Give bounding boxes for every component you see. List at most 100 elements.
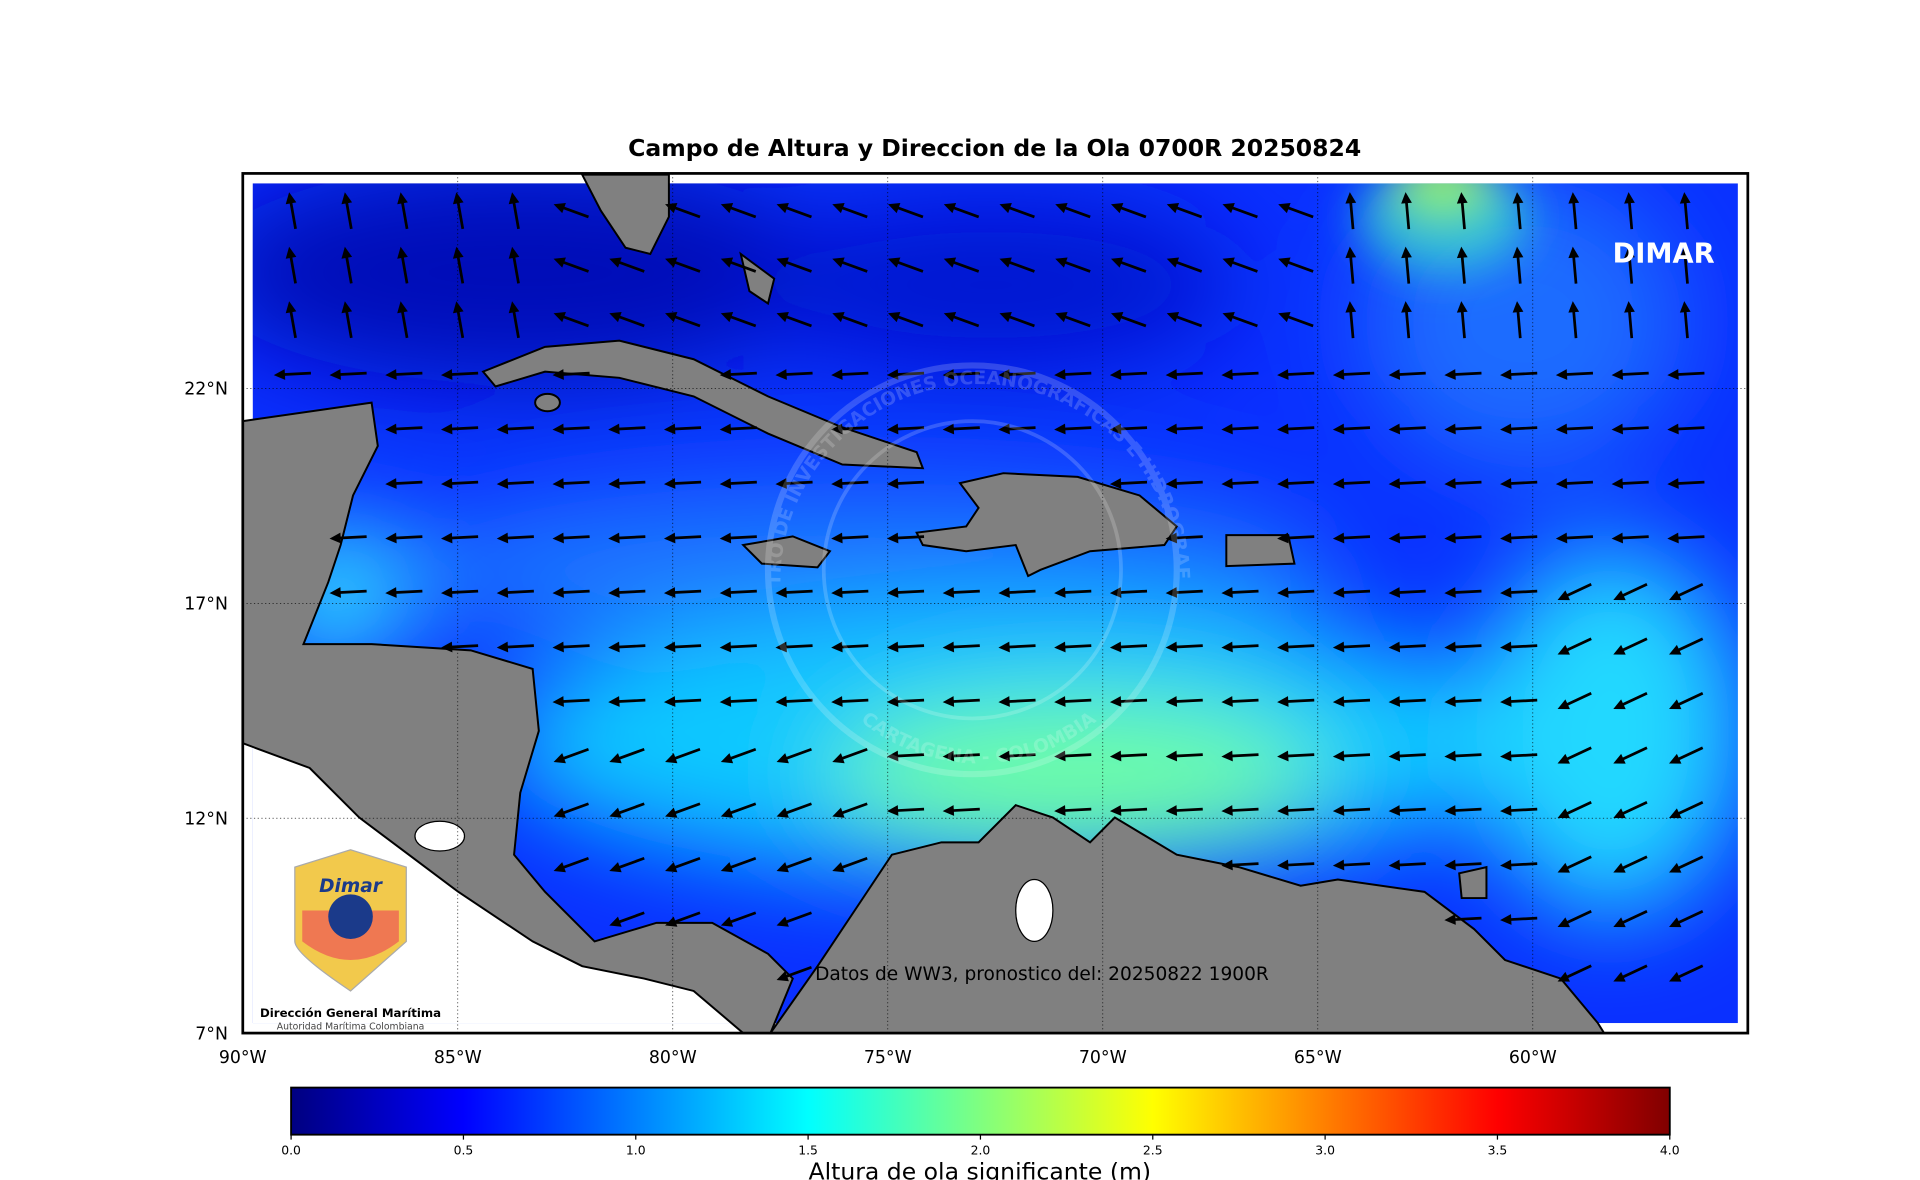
arrow-head: [1165, 478, 1178, 489]
arrow-head: [1669, 917, 1682, 928]
arrow-head: [1278, 257, 1291, 268]
land: [241, 173, 1606, 1035]
arrow-head: [1388, 805, 1401, 816]
arrow-head: [1557, 917, 1570, 928]
arrow-head: [1557, 808, 1570, 819]
arrow-head: [720, 753, 734, 764]
arrow-head: [1500, 641, 1512, 653]
arrow-head: [1277, 859, 1289, 871]
arrow-head: [1456, 192, 1468, 204]
arrow-head: [397, 246, 408, 259]
arrow-head: [665, 257, 678, 268]
arrow-head: [1278, 311, 1291, 323]
arrow-head: [1613, 699, 1626, 710]
colorbar-tick-label: 3.0: [1315, 1143, 1335, 1157]
arrow-head: [1221, 805, 1233, 816]
arrow-head: [1332, 532, 1345, 544]
arrow-head: [831, 369, 843, 380]
lat-tick-label: 7°N: [195, 1024, 228, 1044]
arrow-head: [608, 641, 620, 653]
arrow-head: [1669, 862, 1682, 873]
arrow-head: [552, 478, 564, 489]
arrow-head: [943, 202, 957, 214]
arrow-head: [385, 423, 397, 435]
arrow-head: [831, 641, 843, 653]
arrow-head: [1278, 202, 1291, 214]
arrow-head: [775, 696, 787, 707]
arrow-head: [1667, 532, 1679, 544]
arrow-head: [1165, 641, 1178, 653]
arrow-head: [831, 696, 843, 707]
arrow-head: [1388, 478, 1401, 489]
arrow-head: [1277, 696, 1289, 707]
arrow-head: [452, 192, 464, 205]
arrow-head: [1054, 423, 1066, 435]
arrow-head: [552, 587, 564, 598]
arrow-head: [886, 641, 899, 653]
arrow-head: [1054, 750, 1066, 762]
arrow-head: [1611, 369, 1624, 380]
arrow-head: [1669, 644, 1682, 655]
arrow-head: [1444, 859, 1456, 871]
arrow-head: [385, 478, 397, 489]
arrow-head: [1568, 301, 1580, 313]
arrow-head: [775, 478, 787, 489]
arrow-head: [1555, 369, 1568, 380]
arrow-head: [552, 696, 564, 707]
arrow-head: [452, 246, 464, 259]
arrow-head: [719, 423, 732, 435]
arrow-head: [496, 587, 509, 598]
arrow-head: [496, 423, 509, 435]
arrow-head: [1444, 587, 1456, 598]
arrow-head: [1444, 423, 1456, 435]
arrow-head: [999, 202, 1012, 214]
arrow-head: [720, 202, 734, 214]
arrow-head: [776, 753, 789, 764]
arrow-head: [832, 202, 845, 214]
arrow-head: [329, 369, 341, 380]
arrow-head: [441, 369, 453, 380]
logo-org: Dirección General Marítima: [260, 1006, 441, 1020]
arrow-head: [1667, 478, 1679, 489]
arrow-head: [1611, 478, 1624, 489]
arrow-head: [1111, 202, 1124, 214]
colorbar-tick-label: 2.5: [1143, 1143, 1163, 1157]
arrow-head: [1166, 311, 1180, 323]
arrow-head: [1109, 750, 1122, 762]
arrow-head: [1221, 750, 1233, 762]
arrow-head: [1054, 696, 1066, 707]
logo: Dimar Dirección General Marítima Autorid…: [260, 849, 441, 1032]
arrow-head: [665, 311, 678, 323]
lon-tick-label: 90°W: [219, 1048, 267, 1068]
arrow-head: [1277, 587, 1289, 598]
arrow-head: [397, 192, 408, 205]
arrow-head: [1679, 192, 1691, 204]
arrow-head: [888, 311, 901, 323]
arrow-head: [1613, 808, 1626, 819]
arrow-head: [888, 202, 901, 214]
arrow-head: [776, 807, 789, 818]
arrow-head: [832, 257, 845, 268]
arrow-head: [886, 532, 899, 544]
arrow-head: [999, 311, 1012, 323]
arrow-head: [1277, 532, 1289, 544]
arrow-head: [608, 696, 620, 707]
arrow-head: [1388, 423, 1401, 435]
arrow-head: [1669, 590, 1682, 601]
lat-tick-label: 12°N: [184, 809, 228, 829]
arrow-head: [1054, 369, 1066, 380]
arrow-head: [1512, 301, 1524, 313]
lon-tick-label: 70°W: [1079, 1048, 1127, 1068]
arrow-head: [1667, 423, 1679, 435]
arrow-head: [609, 807, 622, 818]
arrow-head: [1388, 587, 1401, 598]
arrow-head: [998, 750, 1010, 762]
arrow-head: [719, 587, 732, 598]
arrow-head: [1613, 917, 1626, 928]
arrow-head: [665, 202, 678, 214]
arrow-head: [1221, 641, 1233, 653]
arrow-head: [1388, 750, 1401, 762]
arrow-head: [1221, 696, 1233, 707]
arrow-head: [1345, 246, 1357, 259]
arrow-head: [1109, 805, 1122, 816]
